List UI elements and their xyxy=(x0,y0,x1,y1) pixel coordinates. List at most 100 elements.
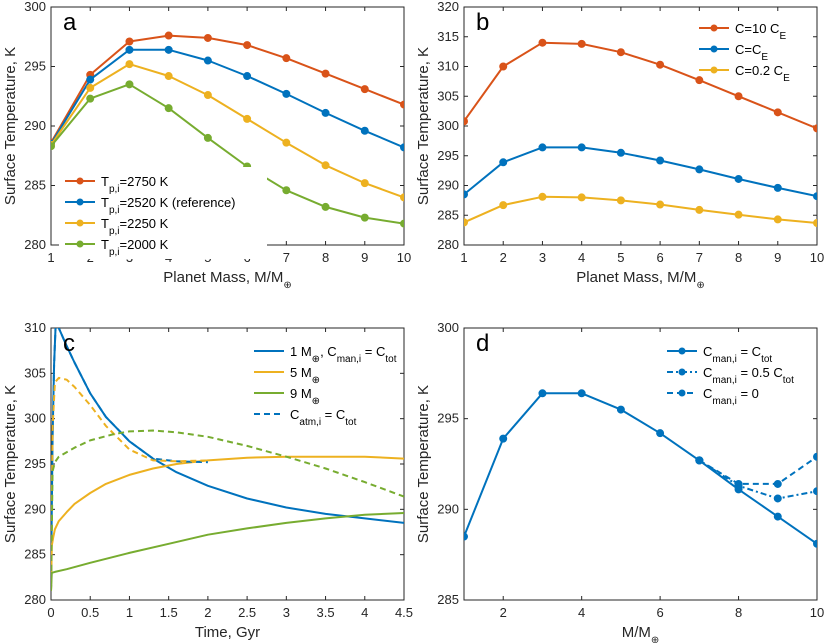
y-tick-label: 300 xyxy=(437,118,459,133)
data-point xyxy=(538,38,547,47)
data-point xyxy=(734,92,743,101)
y-tick-label: 295 xyxy=(437,148,459,163)
legend-entry-label: Tp,i=2250 K xyxy=(101,216,169,237)
x-tick-label: 6 xyxy=(656,250,663,265)
y-tick-label: 280 xyxy=(437,237,459,252)
x-tick-label: 9 xyxy=(361,250,368,265)
data-point xyxy=(577,39,586,48)
legend-marker xyxy=(710,66,718,74)
series-line-5 xyxy=(51,376,208,591)
legend-marker xyxy=(76,198,84,206)
y-tick-label: 305 xyxy=(437,88,459,103)
x-tick-label: 0 xyxy=(47,605,54,620)
data-point xyxy=(282,54,291,63)
data-point xyxy=(773,479,782,488)
y-tick-label: 290 xyxy=(24,118,46,133)
y-axis-label: Surface Temperature, K xyxy=(2,385,19,543)
data-point xyxy=(616,48,625,57)
y-tick-label: 300 xyxy=(24,411,46,426)
data-point xyxy=(499,434,508,443)
data-point xyxy=(360,85,369,94)
series-line-6 xyxy=(51,429,404,591)
y-tick-label: 285 xyxy=(437,207,459,222)
y-tick-label: 305 xyxy=(24,365,46,380)
legend: C=10 CEC=CEC=0.2 CE xyxy=(699,21,790,84)
x-tick-label: 6 xyxy=(656,605,663,620)
panel-label: a xyxy=(63,9,77,36)
data-point xyxy=(538,143,547,152)
plot-area xyxy=(464,38,817,227)
data-point xyxy=(86,83,95,92)
data-point xyxy=(616,148,625,157)
data-point xyxy=(86,94,95,103)
plot-area xyxy=(51,328,404,591)
series-line-3 xyxy=(51,512,404,591)
legend-marker xyxy=(678,368,686,376)
series-line-4 xyxy=(51,328,208,591)
data-point xyxy=(321,108,330,117)
x-tick-label: 7 xyxy=(283,250,290,265)
x-tick-label: 10 xyxy=(810,250,824,265)
series-line-1 xyxy=(464,392,817,545)
data-point xyxy=(360,213,369,222)
data-point xyxy=(813,539,817,548)
y-tick-label: 295 xyxy=(437,411,459,426)
data-point xyxy=(656,429,665,438)
x-tick-label: 1.5 xyxy=(160,605,178,620)
x-tick-label: 4 xyxy=(361,605,368,620)
data-point xyxy=(538,192,547,201)
plot-area xyxy=(51,31,404,228)
data-point xyxy=(695,165,704,174)
data-point xyxy=(86,75,95,84)
x-tick-label: 4 xyxy=(578,605,585,620)
data-point xyxy=(51,142,55,151)
data-point xyxy=(464,532,468,541)
y-tick-label: 310 xyxy=(437,59,459,74)
x-tick-label: 1 xyxy=(47,250,54,265)
data-point xyxy=(499,158,508,167)
series-line-3 xyxy=(51,63,404,199)
data-point xyxy=(577,389,586,398)
data-point xyxy=(773,215,782,224)
legend-entry-label: C=10 CE xyxy=(735,21,786,42)
panel-label: d xyxy=(476,330,489,357)
legend-entry-label: Cman,i = 0.5 Ctot xyxy=(703,365,794,386)
x-axis-label: Time, Gyr xyxy=(195,624,260,641)
series-line-2 xyxy=(51,455,404,591)
x-axis-label: Planet Mass, M/M⊕ xyxy=(576,269,704,291)
y-tick-label: 285 xyxy=(437,592,459,607)
data-point xyxy=(773,183,782,192)
y-tick-label: 300 xyxy=(24,0,46,14)
data-point xyxy=(695,205,704,214)
data-point xyxy=(734,479,743,488)
data-point xyxy=(734,210,743,219)
panel-c: 0 0.5 1 1.5 2 2.5 3 3.5 4 4.5 280 285 290 295 300 305 31… xyxy=(2,320,413,641)
y-axis-label: Surface Temperature, K xyxy=(415,47,432,205)
series-line-3 xyxy=(464,195,817,224)
y-tick-label: 310 xyxy=(24,320,46,335)
data-point xyxy=(813,218,817,227)
legend: Tp,i=2750 KTp,i=2520 K (reference)Tp,i=2… xyxy=(59,167,267,259)
data-point xyxy=(282,186,291,195)
data-point xyxy=(164,72,173,81)
x-tick-label: 7 xyxy=(696,250,703,265)
x-tick-label: 8 xyxy=(735,250,742,265)
legend-marker xyxy=(678,389,686,397)
y-tick-label: 320 xyxy=(437,0,459,14)
y-axis-label: Surface Temperature, K xyxy=(2,47,19,205)
data-point xyxy=(243,41,252,50)
legend-marker xyxy=(710,24,718,32)
data-point xyxy=(773,494,782,503)
data-point xyxy=(616,196,625,205)
data-point xyxy=(164,31,173,40)
axes-box xyxy=(463,327,818,601)
data-point xyxy=(773,108,782,117)
x-tick-label: 4.5 xyxy=(395,605,413,620)
legend-entry-label: 5 M⊕ xyxy=(290,365,320,386)
data-point xyxy=(282,89,291,98)
data-point xyxy=(499,201,508,210)
data-point xyxy=(243,72,252,81)
series-line-1 xyxy=(51,34,404,144)
x-tick-label: 3.5 xyxy=(317,605,335,620)
